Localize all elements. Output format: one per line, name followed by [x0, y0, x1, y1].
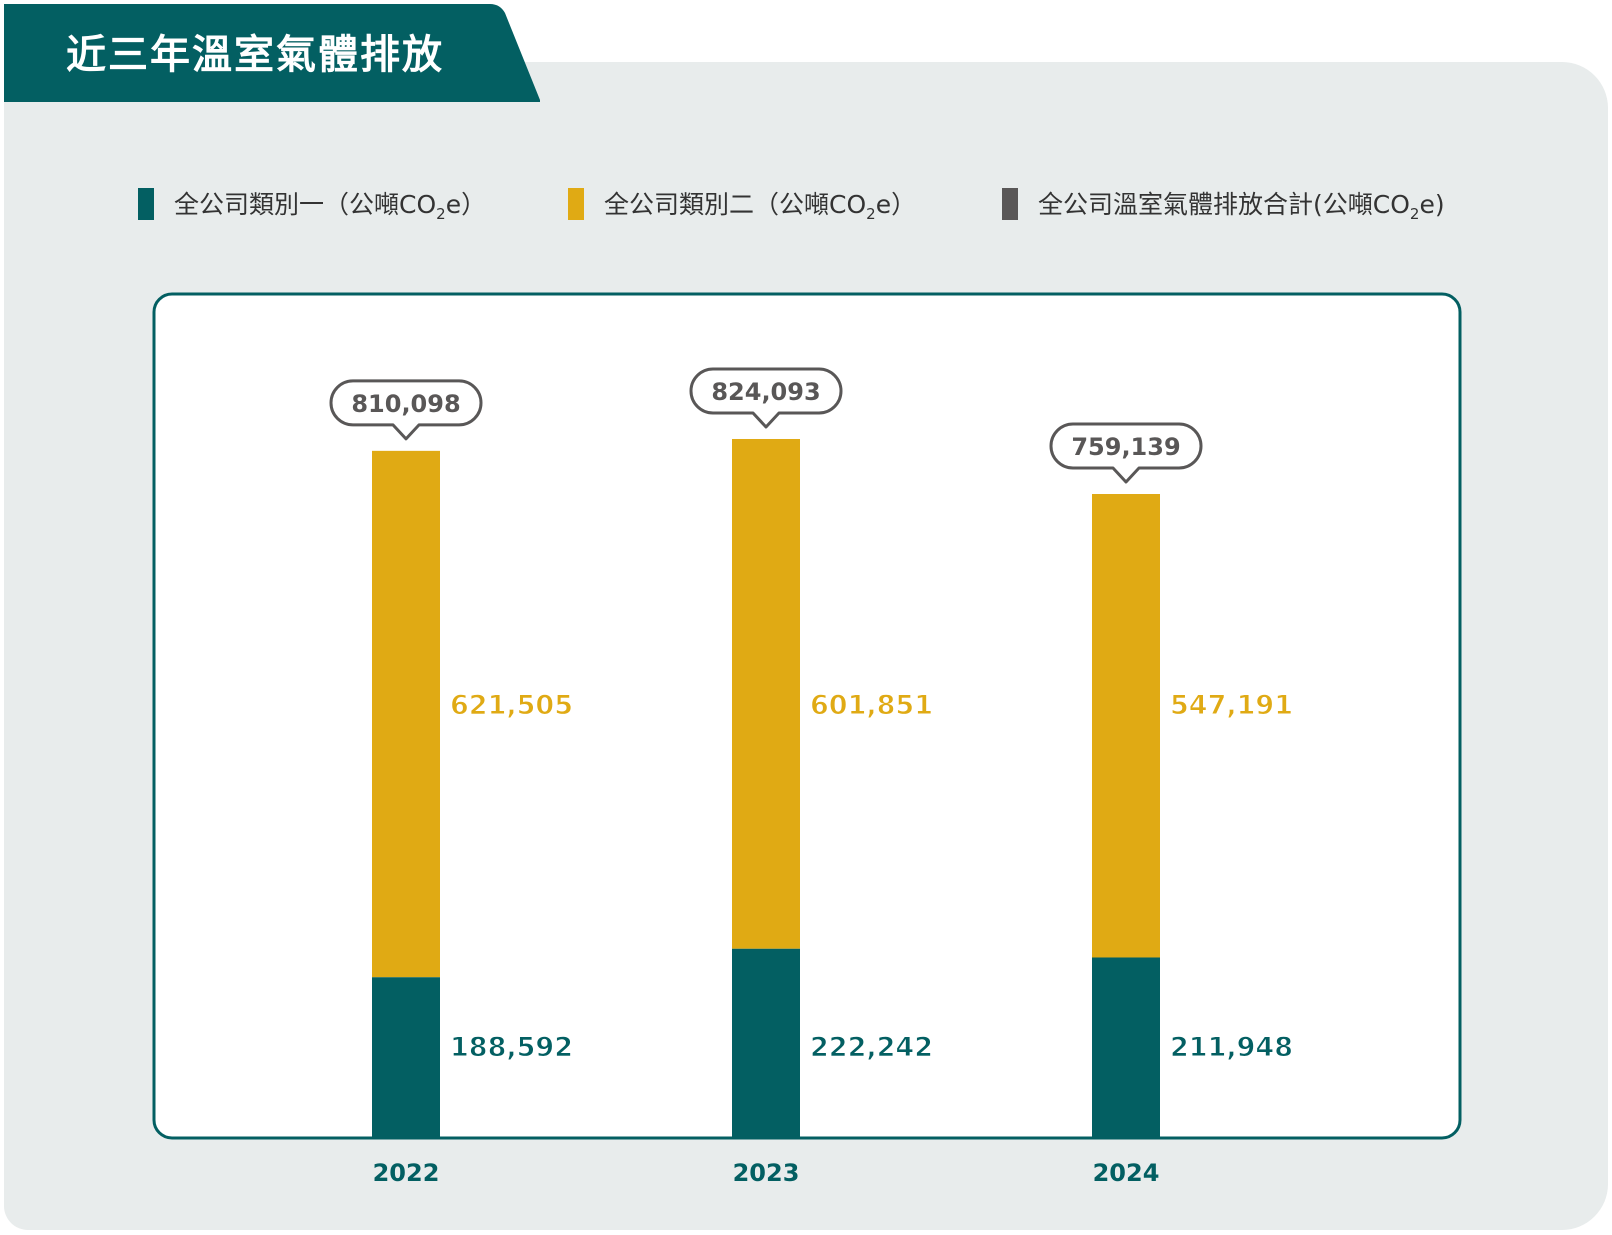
bar-scope1-2022: [372, 977, 440, 1137]
total-label-2024: 759,139: [1071, 433, 1180, 461]
legend-swatch-total: [1002, 188, 1018, 220]
x-tick-label-2022: 2022: [373, 1159, 440, 1187]
bar-scope2-2024: [1092, 494, 1160, 958]
total-callout-2024: [1049, 422, 1203, 484]
data-label-scope1-2024: 211,948: [1170, 1032, 1293, 1063]
bar-scope1-2024: [1092, 957, 1160, 1137]
legend-swatch-scope1: [138, 188, 154, 220]
x-tick-label-2024: 2024: [1093, 1159, 1160, 1187]
data-label-scope2-2022: 621,505: [450, 690, 573, 721]
total-callout-2022: [329, 379, 483, 441]
data-label-scope1-2022: 188,592: [450, 1032, 573, 1063]
legend-label-total: 全公司溫室氣體排放合計(公噸CO2e): [1038, 190, 1445, 223]
legend-item-scope1: 全公司類別一（公噸CO2e）: [138, 186, 487, 223]
data-label-scope2-2023: 601,851: [810, 690, 933, 721]
bar-scope2-2023: [732, 438, 800, 949]
legend-swatch-scope2: [568, 188, 584, 220]
chart-marks: 621,505 188,592 810,098 2022 601,851 222,242 8…: [329, 367, 1293, 1187]
chart-title: 近三年溫室氣體排放: [66, 32, 444, 78]
bar-scope1-2023: [732, 948, 800, 1137]
legend-item-total: 全公司溫室氣體排放合計(公噸CO2e): [1002, 186, 1445, 223]
title-banner: [4, 4, 540, 102]
legend-label-scope2: 全公司類別二（公噸CO2e）: [604, 190, 917, 223]
x-tick-label-2023: 2023: [733, 1159, 800, 1187]
data-label-scope1-2023: 222,242: [810, 1032, 933, 1063]
total-label-2022: 810,098: [351, 390, 460, 418]
legend-label-scope1: 全公司類別一（公噸CO2e）: [174, 190, 487, 223]
bar-scope2-2022: [372, 450, 440, 978]
title-banner-shape: [4, 4, 540, 102]
total-label-2023: 824,093: [711, 378, 820, 406]
total-callout-2023: [689, 367, 843, 429]
legend-item-scope2: 全公司類別二（公噸CO2e）: [568, 186, 917, 223]
data-label-scope2-2024: 547,191: [1170, 690, 1293, 721]
